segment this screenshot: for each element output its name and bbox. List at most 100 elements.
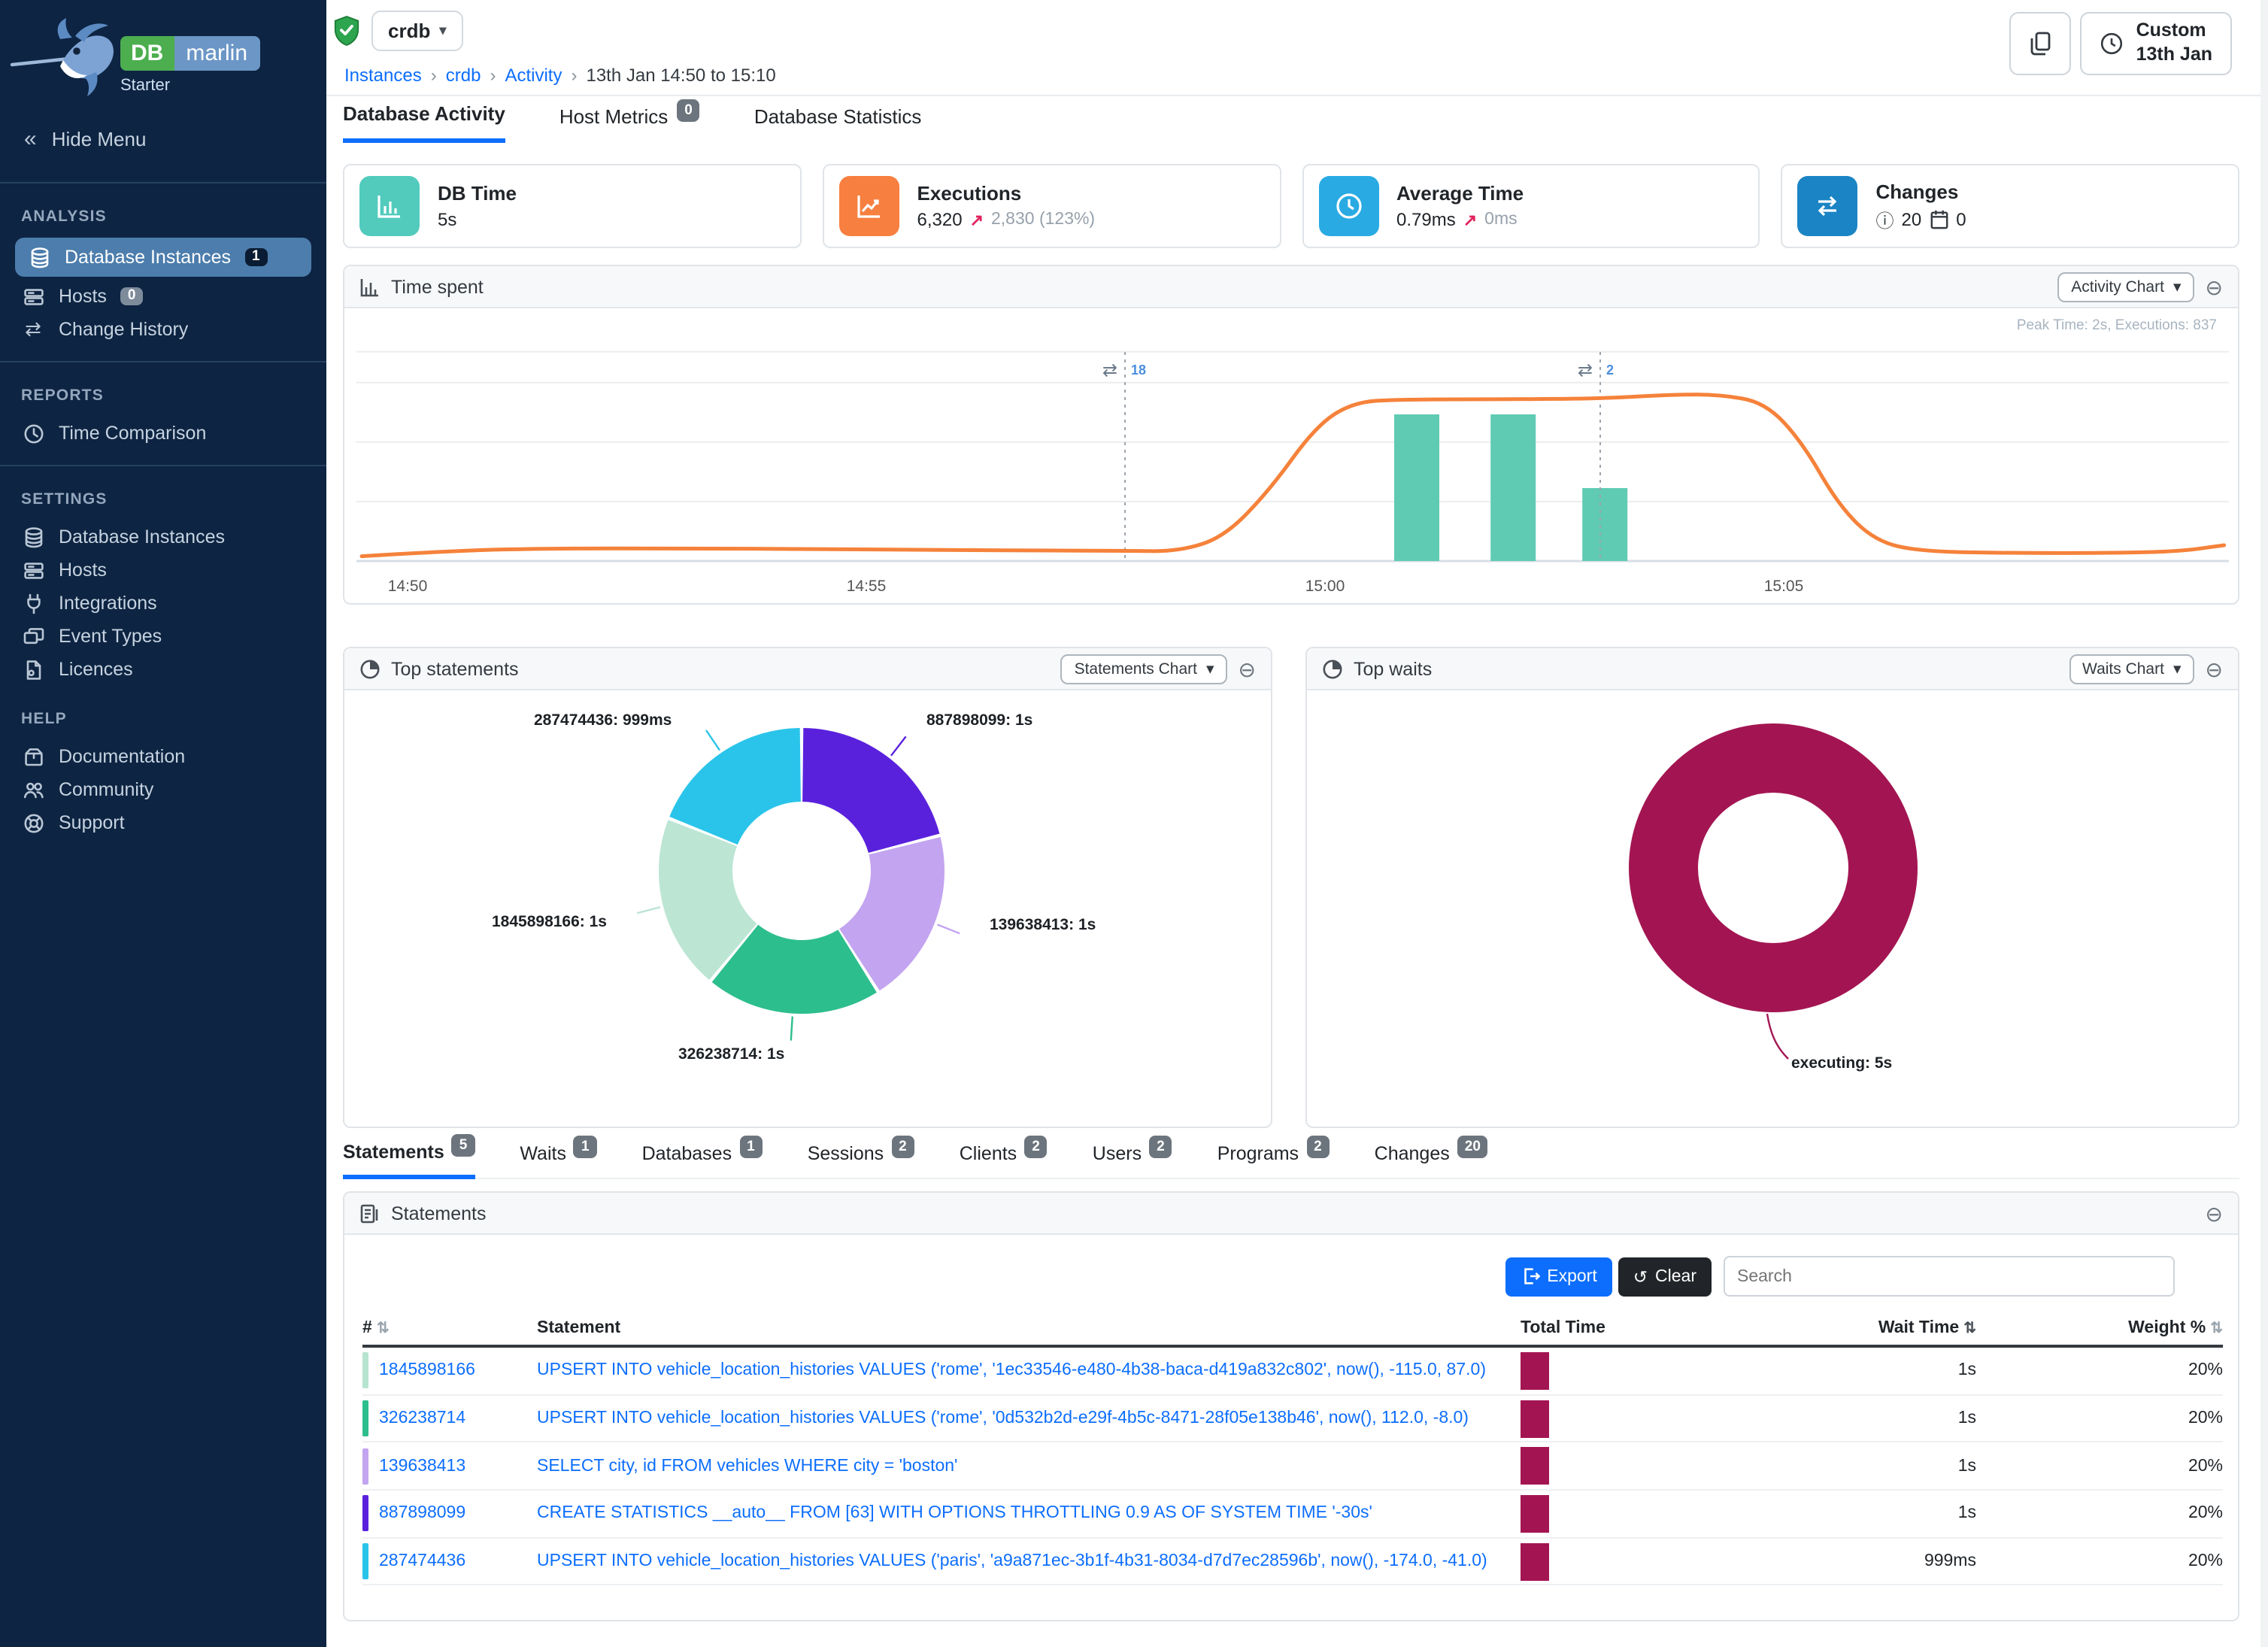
waits-chart-selector[interactable]: Waits Chart ▾	[2069, 654, 2195, 684]
waits-donut-chart[interactable]	[1623, 717, 1924, 1075]
panel-title: Top statements	[391, 658, 519, 679]
life-ring-icon	[21, 811, 45, 834]
time-range-mode: Custom	[2136, 20, 2206, 41]
card-db-time: DB Time 5s	[343, 164, 802, 248]
detail-tabs: Statements 5 Waits 1 Databases 1 Session…	[343, 1134, 2239, 1179]
tab-databases[interactable]: Databases 1	[642, 1136, 763, 1178]
search-input[interactable]	[1724, 1256, 2175, 1297]
statement-id-link[interactable]: 887898099	[379, 1504, 466, 1523]
sidebar-item-label: Community	[59, 779, 154, 800]
sidebar-item-support[interactable]: Support	[0, 806, 326, 839]
svg-text:18: 18	[1131, 362, 1146, 378]
statement-link[interactable]: UPSERT INTO vehicle_location_histories V…	[537, 1552, 1487, 1571]
col-statement[interactable]: Statement	[537, 1319, 621, 1337]
statement-link[interactable]: CREATE STATISTICS __auto__ FROM [63] WIT…	[537, 1504, 1372, 1523]
copy-button[interactable]	[2009, 12, 2072, 75]
svg-text:15:00: 15:00	[1305, 578, 1345, 595]
tab-database-activity[interactable]: Database Activity	[343, 102, 505, 143]
time-range-button[interactable]: Custom 13th Jan	[2080, 12, 2232, 75]
breadcrumb-instances[interactable]: Instances	[344, 65, 422, 86]
undo-icon: ↺	[1633, 1269, 1648, 1287]
instance-selector[interactable]: crdb ▾	[371, 11, 463, 51]
statement-id-link[interactable]: 326238714	[379, 1409, 466, 1428]
statement-color-chip	[362, 1495, 368, 1532]
breadcrumb-crdb[interactable]: crdb	[445, 65, 481, 86]
svg-text:⇄: ⇄	[1578, 359, 1593, 381]
statement-id-link[interactable]: 287474436	[379, 1552, 466, 1571]
statement-id-link[interactable]: 1845898166	[379, 1361, 475, 1380]
swap-arrows-icon	[1797, 176, 1858, 236]
box-icon	[21, 745, 45, 768]
tab-changes[interactable]: Changes 20	[1375, 1136, 1488, 1178]
sidebar-item-change-history[interactable]: ⇄ Change History	[0, 313, 326, 346]
table-row: 287474436 UPSERT INTO vehicle_location_h…	[362, 1539, 2223, 1586]
sidebar-item-event-types[interactable]: Event Types	[0, 620, 326, 653]
average-time-delta: 0ms	[1484, 211, 1518, 229]
weight-value: 20%	[2188, 1504, 2223, 1523]
sidebar-item-settings-database-instances[interactable]: Database Instances	[0, 520, 326, 554]
clock-icon	[1318, 176, 1378, 236]
tab-users[interactable]: Users 2	[1093, 1136, 1172, 1178]
tab-clients[interactable]: Clients 2	[960, 1136, 1048, 1178]
copy-icon	[2031, 32, 2051, 56]
sidebar-item-label: Hosts	[59, 560, 107, 581]
hide-menu-button[interactable]: « Hide Menu	[0, 111, 326, 167]
card-executions: Executions 6,320 ↗ 2,830 (123%)	[822, 164, 1281, 248]
collapse-icon[interactable]: ⊖	[1238, 657, 1256, 681]
sidebar-item-settings-hosts[interactable]: Hosts	[0, 554, 326, 587]
scrollbar[interactable]	[2260, 0, 2268, 1647]
time-spent-chart[interactable]: ⇄ 18 ⇄ 2 14:50 14:55 15:00 15:05	[356, 314, 2236, 603]
clear-button[interactable]: ↺ Clear	[1618, 1257, 1712, 1296]
activity-chart-selector[interactable]: Activity Chart ▾	[2057, 271, 2195, 302]
collapse-icon[interactable]: ⊖	[2205, 1201, 2223, 1225]
panel-title: Top waits	[1354, 658, 1433, 679]
statement-color-chip	[362, 1448, 368, 1485]
sidebar-item-documentation[interactable]: Documentation	[0, 740, 326, 773]
col-weight[interactable]: Weight % ⇅	[2128, 1319, 2223, 1337]
tab-statements[interactable]: Statements 5	[343, 1134, 475, 1179]
col-wait-time[interactable]: Wait Time ⇅	[1878, 1319, 1976, 1337]
collapse-icon[interactable]: ⊖	[2205, 657, 2223, 681]
sidebar-item-licences[interactable]: Licences	[0, 653, 326, 686]
svg-text:⇄: ⇄	[1102, 359, 1117, 381]
weight-value: 20%	[2188, 1552, 2223, 1571]
total-time-bar	[1521, 1351, 1549, 1390]
statement-link[interactable]: UPSERT INTO vehicle_location_histories V…	[537, 1409, 1469, 1428]
tab-waits[interactable]: Waits 1	[520, 1136, 597, 1178]
statement-link[interactable]: UPSERT INTO vehicle_location_histories V…	[537, 1361, 1486, 1380]
instances-count-badge: 1	[244, 247, 268, 267]
host-metrics-badge: 0	[677, 99, 700, 121]
sidebar-item-label: Documentation	[59, 746, 186, 767]
statement-id-link[interactable]: 139638413	[379, 1457, 466, 1476]
tab-host-metrics[interactable]: Host Metrics 0	[559, 99, 700, 143]
col-id[interactable]: # ⇅	[362, 1319, 390, 1337]
tab-programs[interactable]: Programs 2	[1217, 1136, 1330, 1178]
sidebar-item-label: Integrations	[59, 593, 157, 614]
wait-time-value: 999ms	[1924, 1552, 1976, 1571]
tab-sessions[interactable]: Sessions 2	[808, 1136, 914, 1178]
collapse-icon[interactable]: ⊖	[2205, 274, 2223, 299]
breadcrumb-activity[interactable]: Activity	[505, 65, 562, 86]
sidebar-item-community[interactable]: Community	[0, 773, 326, 806]
export-button[interactable]: Export	[1505, 1257, 1612, 1296]
info-icon: ⓘ	[1875, 210, 1894, 231]
statement-link[interactable]: SELECT city, id FROM vehicles WHERE city…	[537, 1457, 958, 1476]
weight-value: 20%	[2188, 1361, 2223, 1380]
donut-label-executing: executing: 5s	[1791, 1054, 1893, 1072]
sidebar-item-label: Support	[59, 812, 125, 833]
weight-value: 20%	[2188, 1409, 2223, 1428]
dbmarlin-logo[interactable]: DB marlin Starter	[0, 0, 326, 108]
sidebar-item-integrations[interactable]: Integrations	[0, 587, 326, 620]
sidebar-item-time-comparison[interactable]: Time Comparison	[0, 417, 326, 450]
sidebar: DB marlin Starter « Hide Menu ANALYSIS D…	[0, 0, 326, 1647]
server-icon	[21, 559, 45, 581]
sidebar-item-hosts[interactable]: Hosts 0	[0, 280, 326, 313]
tags-icon	[21, 625, 45, 648]
total-time-bar	[1521, 1494, 1549, 1533]
sidebar-item-database-instances[interactable]: Database Instances 1	[15, 238, 311, 277]
tab-database-statistics[interactable]: Database Statistics	[753, 105, 922, 127]
wait-time-value: 1s	[1957, 1361, 1976, 1380]
pie-chart-icon	[360, 659, 380, 678]
statements-donut-chart[interactable]	[621, 690, 982, 1051]
statements-chart-selector[interactable]: Statements Chart ▾	[1060, 654, 1228, 684]
